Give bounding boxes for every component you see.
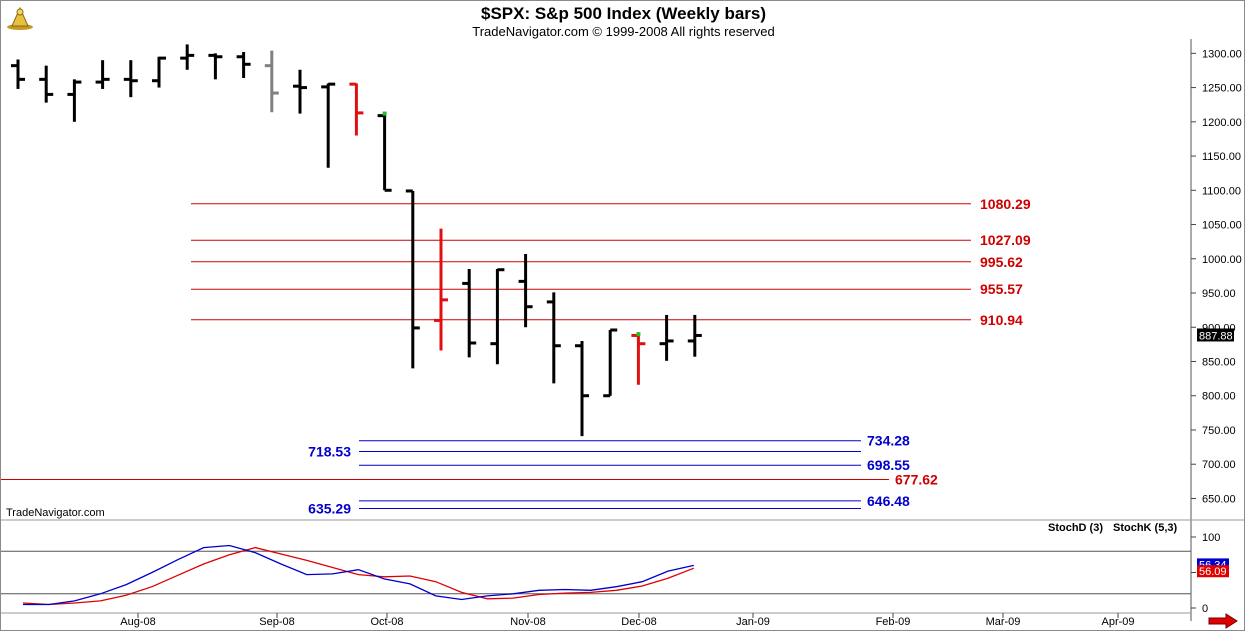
date-label: Oct-08 [370, 616, 403, 628]
date-label: Dec-08 [621, 616, 656, 628]
ohlc-bar [11, 59, 25, 89]
ohlc-bar [349, 82, 364, 136]
resistance-label: 955.57 [980, 281, 1023, 297]
tradenavigator-logo-icon[interactable] [4, 4, 36, 32]
support-label: 646.48 [867, 493, 910, 509]
date-label: Jan-09 [736, 616, 770, 628]
date-label: Nov-08 [510, 616, 545, 628]
ohlc-bar [67, 79, 82, 122]
price-tick-label: 650.00 [1202, 493, 1236, 505]
date-axis: Aug-08 Sep-08 Oct-08 Nov-08 Dec-08 Jan-09 Feb-… [120, 613, 1135, 628]
stoch-d-line [22, 546, 695, 606]
price-tick-label: 850.00 [1202, 356, 1236, 368]
support-label: 718.53 [308, 444, 351, 460]
ohlc-bar [687, 314, 702, 357]
stoch-d-last: 56.09 [1199, 566, 1227, 578]
price-tick-label: 1050.00 [1202, 220, 1242, 232]
ohlc-bar [490, 268, 505, 365]
price-axis: 650.00700.00750.00800.00850.00900.00950.… [1, 39, 1245, 621]
price-plot-area[interactable]: 1080.29 1027.09 995.62 955.57 910.94 734.28 71… [1, 44, 1031, 517]
date-label: Aug-08 [120, 616, 155, 628]
date-label: Feb-09 [876, 616, 911, 628]
legend-stoch-k: StochK (5,3) [1113, 522, 1178, 534]
date-label: Apr-09 [1101, 616, 1134, 628]
ohlc-bar [264, 50, 279, 113]
price-tick-label: 1150.00 [1202, 151, 1241, 163]
resistance-label: 1080.29 [980, 196, 1031, 212]
resistance-label: 995.62 [980, 254, 1023, 270]
ohlc-bar [659, 314, 674, 361]
ohlc-bar [180, 44, 195, 70]
ohlc-bar [123, 60, 138, 98]
support-label: 677.62 [895, 472, 938, 488]
price-tick-label: 700.00 [1202, 459, 1236, 471]
price-tick-label: 1250.00 [1202, 83, 1242, 95]
last-price-tag [1197, 328, 1234, 342]
ohlc-bar [321, 82, 336, 168]
price-tick-label: 1200.00 [1202, 117, 1242, 129]
last-price-label: 887.88 [1199, 330, 1233, 342]
ohlc-bar [575, 340, 589, 437]
ohlc-bar [208, 53, 223, 80]
stoch-d-tag [1197, 565, 1229, 578]
ohlc-bar [603, 328, 618, 398]
price-tick-label: 1100.00 [1202, 185, 1241, 197]
stoch-k-line [23, 544, 694, 606]
price-tick-label: 1000.00 [1202, 254, 1242, 266]
resistance-label: 910.94 [980, 312, 1023, 328]
ohlc-bar [236, 51, 251, 78]
ohlc-bar [39, 65, 54, 103]
chart-subtitle: TradeNavigator.com © 1999-2008 All right… [472, 24, 775, 39]
ohlc-bar [152, 56, 166, 88]
chart-title: $SPX: S&p 500 Index (Weekly bars) [480, 4, 767, 23]
signal-marker [636, 332, 641, 337]
stoch-tick-label: 0 [1202, 603, 1208, 615]
ohlc-bar [377, 113, 392, 192]
price-tick-label: 800.00 [1202, 391, 1236, 403]
resistance-label: 1027.09 [980, 232, 1031, 248]
date-label: Sep-08 [259, 616, 294, 628]
watermark: TradeNavigator.com [6, 507, 105, 519]
support-label: 734.28 [867, 433, 910, 449]
stochastic-plot-area[interactable]: 05010056.3456.09 [1, 532, 1229, 615]
ohlc-bar [462, 269, 477, 358]
date-label: Mar-09 [986, 616, 1021, 628]
price-tick-label: 950.00 [1202, 288, 1236, 300]
ohlc-bar [546, 292, 561, 384]
legend-stoch-d: StochD (3) [1048, 522, 1103, 534]
price-tick-label: 750.00 [1202, 425, 1236, 437]
signal-marker [382, 111, 387, 116]
ohlc-bar [405, 189, 420, 369]
ohlc-bar [631, 333, 646, 385]
stoch-tick-label: 100 [1202, 532, 1220, 544]
ohlc-bar [518, 253, 533, 328]
support-label: 635.29 [308, 501, 351, 517]
scroll-right-arrow-icon[interactable] [1208, 613, 1238, 629]
ohlc-bar [293, 69, 307, 114]
ohlc-bar [95, 60, 110, 89]
support-label: 698.55 [867, 457, 910, 473]
ohlc-bar [434, 228, 448, 351]
price-tick-label: 1300.00 [1202, 48, 1242, 60]
